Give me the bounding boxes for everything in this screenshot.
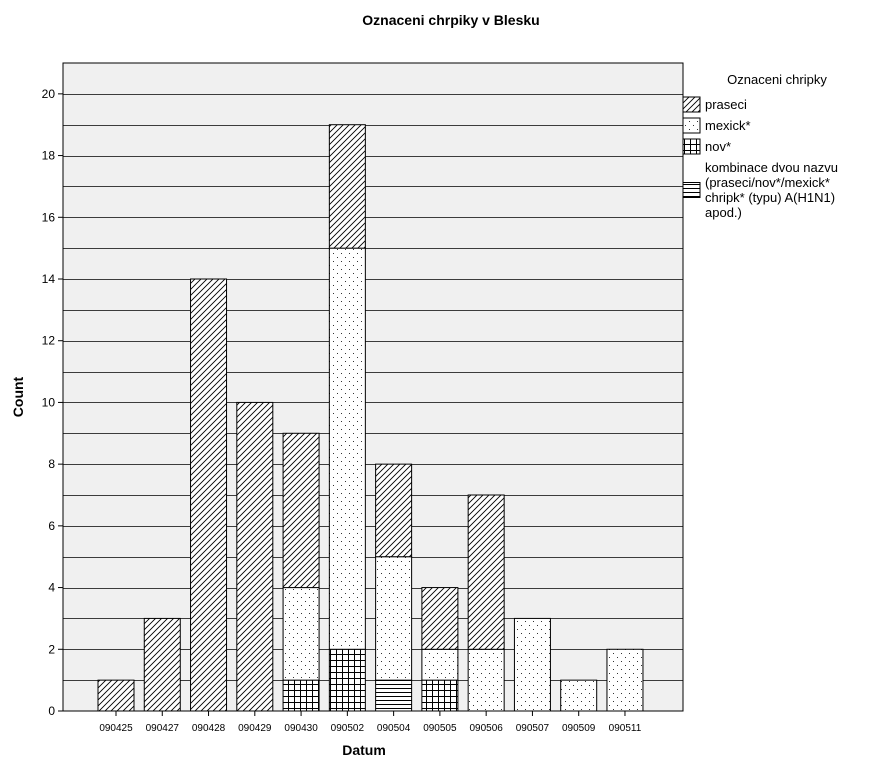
legend-label: apod.)	[705, 205, 742, 220]
y-tick-label: 12	[42, 334, 56, 348]
x-tick-label: 090429	[238, 723, 272, 734]
x-tick-label: 090505	[423, 723, 457, 734]
y-tick-label: 6	[48, 519, 55, 533]
y-tick-label: 0	[48, 704, 55, 718]
legend: Oznaceni chripky praseci mexick* nov* kombi…	[682, 72, 838, 220]
y-tick-label: 4	[48, 581, 55, 595]
bar-segment	[513, 617, 551, 712]
x-tick-label: 090511	[609, 723, 642, 734]
bar-segment	[421, 587, 459, 650]
x-tick-label: 090427	[146, 723, 180, 734]
bar-segment	[143, 617, 181, 712]
y-tick-label: 18	[42, 149, 56, 163]
bar-segment	[606, 648, 644, 712]
bar-segment	[236, 401, 274, 712]
bar-segment	[328, 648, 366, 712]
bar-segment	[282, 587, 320, 681]
bar-segment	[467, 648, 505, 712]
bar-segment	[375, 556, 413, 681]
y-axis-title: Count	[10, 376, 26, 417]
y-tick-label: 2	[48, 642, 55, 656]
x-tick-label: 090430	[284, 723, 318, 734]
legend-label: nov*	[705, 139, 731, 154]
legend-label: praseci	[705, 97, 747, 112]
x-tick-label: 090428	[192, 723, 226, 734]
legend-label: chripk* (typu) A(H1N1)	[705, 190, 835, 205]
plot-area	[62, 62, 684, 712]
x-axis: 090425 090427 090428 090429 090430 090502 0905…	[63, 710, 683, 734]
bar-segment	[328, 124, 366, 249]
x-tick-label: 090425	[99, 723, 133, 734]
legend-label: (praseci/nov*/mexick*	[705, 175, 830, 190]
x-axis-title: Datum	[342, 742, 386, 758]
legend-swatch	[682, 96, 701, 113]
bars-group	[97, 124, 644, 712]
bar-segment	[375, 463, 413, 558]
bar-segment	[421, 679, 459, 712]
bar-segment	[282, 679, 320, 712]
legend-swatch	[682, 138, 701, 155]
y-tick-label: 14	[42, 272, 56, 286]
bar-segment	[328, 247, 366, 650]
bar-segment	[190, 278, 228, 712]
chart-title: Oznaceni chrpiky v Blesku	[362, 12, 539, 28]
legend-label: mexick*	[705, 118, 751, 133]
y-axis: 0 2 4 6 8 10 12 14 16 18 20	[42, 63, 64, 718]
y-tick-label: 20	[42, 87, 56, 101]
x-tick-label: 090507	[516, 723, 550, 734]
legend-swatch	[682, 182, 701, 198]
x-tick-label: 090509	[562, 723, 596, 734]
bar-segment	[421, 648, 459, 681]
bar-segment	[467, 494, 505, 650]
x-tick-label: 090504	[377, 723, 411, 734]
y-tick-label: 10	[42, 395, 56, 409]
legend-title: Oznaceni chripky	[727, 72, 827, 87]
bar-segment	[97, 679, 135, 712]
bar-segment	[375, 679, 413, 712]
y-tick-label: 8	[48, 457, 55, 471]
bar-segment	[560, 679, 598, 712]
legend-label: kombinace dvou nazvu	[705, 160, 838, 175]
legend-swatch	[682, 117, 701, 134]
gridlines	[63, 94, 683, 681]
y-tick-label: 16	[42, 210, 56, 224]
x-tick-label: 090502	[331, 723, 365, 734]
x-tick-label: 090506	[469, 723, 503, 734]
bar-segment	[282, 432, 320, 589]
